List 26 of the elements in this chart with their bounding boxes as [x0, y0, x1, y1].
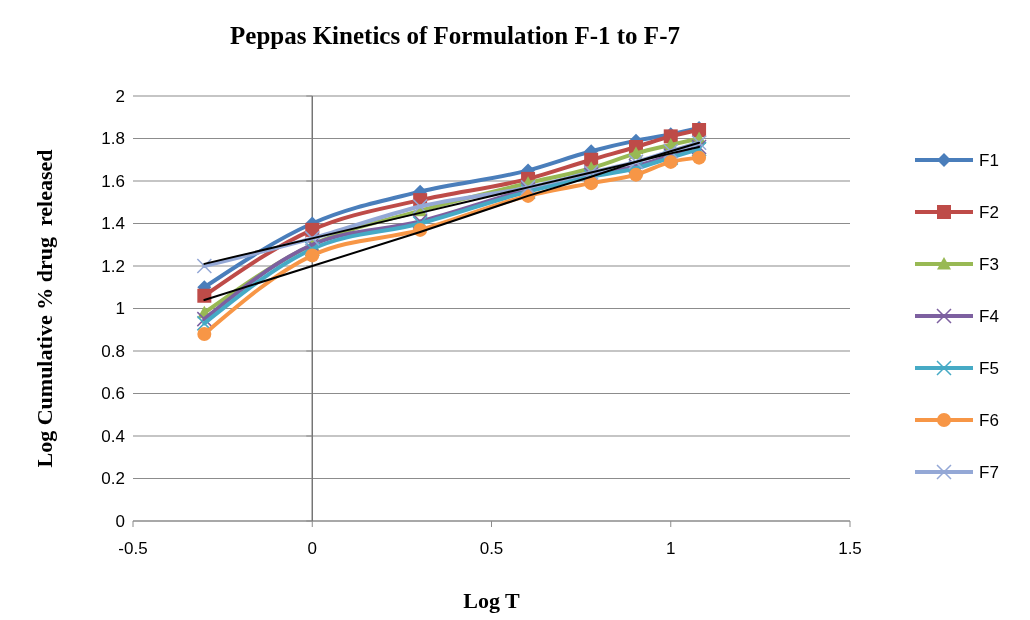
- y-tick-label: 0.8: [101, 341, 125, 361]
- y-tick-label: 1.2: [101, 256, 125, 276]
- legend-label: F5: [979, 358, 999, 378]
- y-tick-label: 1.4: [101, 214, 125, 234]
- y-tick-label: 1.8: [101, 129, 125, 149]
- y-tick-label: 0: [115, 511, 125, 531]
- x-tick-label: -0.5: [118, 539, 148, 558]
- chart-title: Peppas Kinetics of Formulation F-1 to F-7: [230, 22, 680, 49]
- y-tick-label: 0.2: [101, 469, 125, 489]
- y-tick-label: 1: [115, 299, 125, 319]
- y-axis-title: Log Cumulative % drug released: [32, 149, 57, 468]
- y-tick-label: 2: [115, 86, 125, 106]
- legend-label: F4: [979, 306, 999, 326]
- legend-label: F1: [979, 150, 999, 170]
- x-tick-label: 0: [307, 539, 317, 558]
- y-tick-label: 1.6: [101, 171, 125, 191]
- legend-label: F2: [979, 202, 999, 222]
- y-tick-label: 0.4: [101, 426, 125, 446]
- x-tick-label: 0.5: [479, 539, 504, 558]
- x-tick-label: 1: [666, 539, 676, 558]
- legend-label: F6: [979, 410, 999, 430]
- y-tick-label: 0.6: [101, 384, 125, 404]
- x-tick-label: 1.5: [838, 539, 862, 558]
- legend-label: F7: [979, 462, 999, 482]
- legend-label: F3: [979, 254, 999, 274]
- x-axis-title: Log T: [463, 588, 521, 613]
